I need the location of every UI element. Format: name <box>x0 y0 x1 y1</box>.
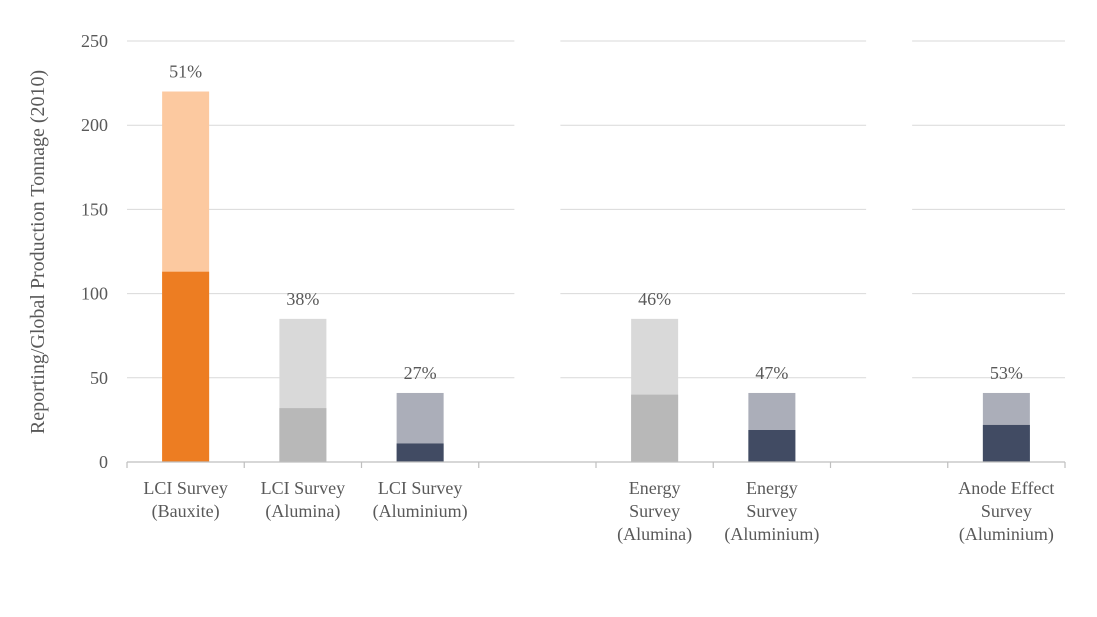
x-category-label: (Bauxite) <box>152 501 220 522</box>
bar-reporting <box>982 424 1030 462</box>
x-category-label: LCI Survey <box>143 478 228 498</box>
x-category-label: LCI Survey <box>378 478 463 498</box>
y-tick-label: 0 <box>99 452 108 472</box>
percent-label: 47% <box>755 363 788 383</box>
percent-label: 38% <box>286 289 319 309</box>
percent-label: 51% <box>169 62 202 82</box>
y-tick-label: 150 <box>81 199 108 219</box>
x-category-label: Energy <box>629 478 681 498</box>
x-category-label: Survey <box>746 501 797 521</box>
labels: 0 50 100 150 200 250 51% LCI Survey (Bauxite) 38%… <box>81 31 1054 545</box>
x-category-label: (Aluminium) <box>724 524 819 545</box>
bar-reporting <box>396 443 444 462</box>
y-tick-label: 250 <box>81 31 108 51</box>
bars <box>162 91 1030 463</box>
y-tick-label: 100 <box>81 284 108 304</box>
percent-label: 27% <box>404 363 437 383</box>
x-category-label: (Alumina) <box>617 524 692 545</box>
x-category-label: Energy <box>746 478 798 498</box>
bar-reporting <box>279 408 327 462</box>
y-axis-label: Reporting/Global Production Tonnage (201… <box>27 70 49 434</box>
grid-gap <box>514 40 561 460</box>
grid-gap <box>866 40 913 460</box>
bar-reporting <box>162 271 210 462</box>
x-category-label: Survey <box>629 501 680 521</box>
y-tick-label: 50 <box>90 368 108 388</box>
x-category-label: (Alumina) <box>265 501 340 522</box>
percent-label: 46% <box>638 289 671 309</box>
y-tick-label: 200 <box>81 115 108 135</box>
x-category-label: LCI Survey <box>261 478 346 498</box>
gridlines <box>127 40 1065 460</box>
bar-reporting <box>748 430 796 462</box>
x-category-label: Anode Effect <box>958 478 1054 498</box>
x-category-label: Survey <box>981 501 1032 521</box>
x-category-label: (Aluminium) <box>373 501 468 522</box>
x-category-label: (Aluminium) <box>959 524 1054 545</box>
percent-label: 53% <box>990 363 1023 383</box>
axes <box>126 461 1066 468</box>
bar-reporting <box>631 394 679 462</box>
